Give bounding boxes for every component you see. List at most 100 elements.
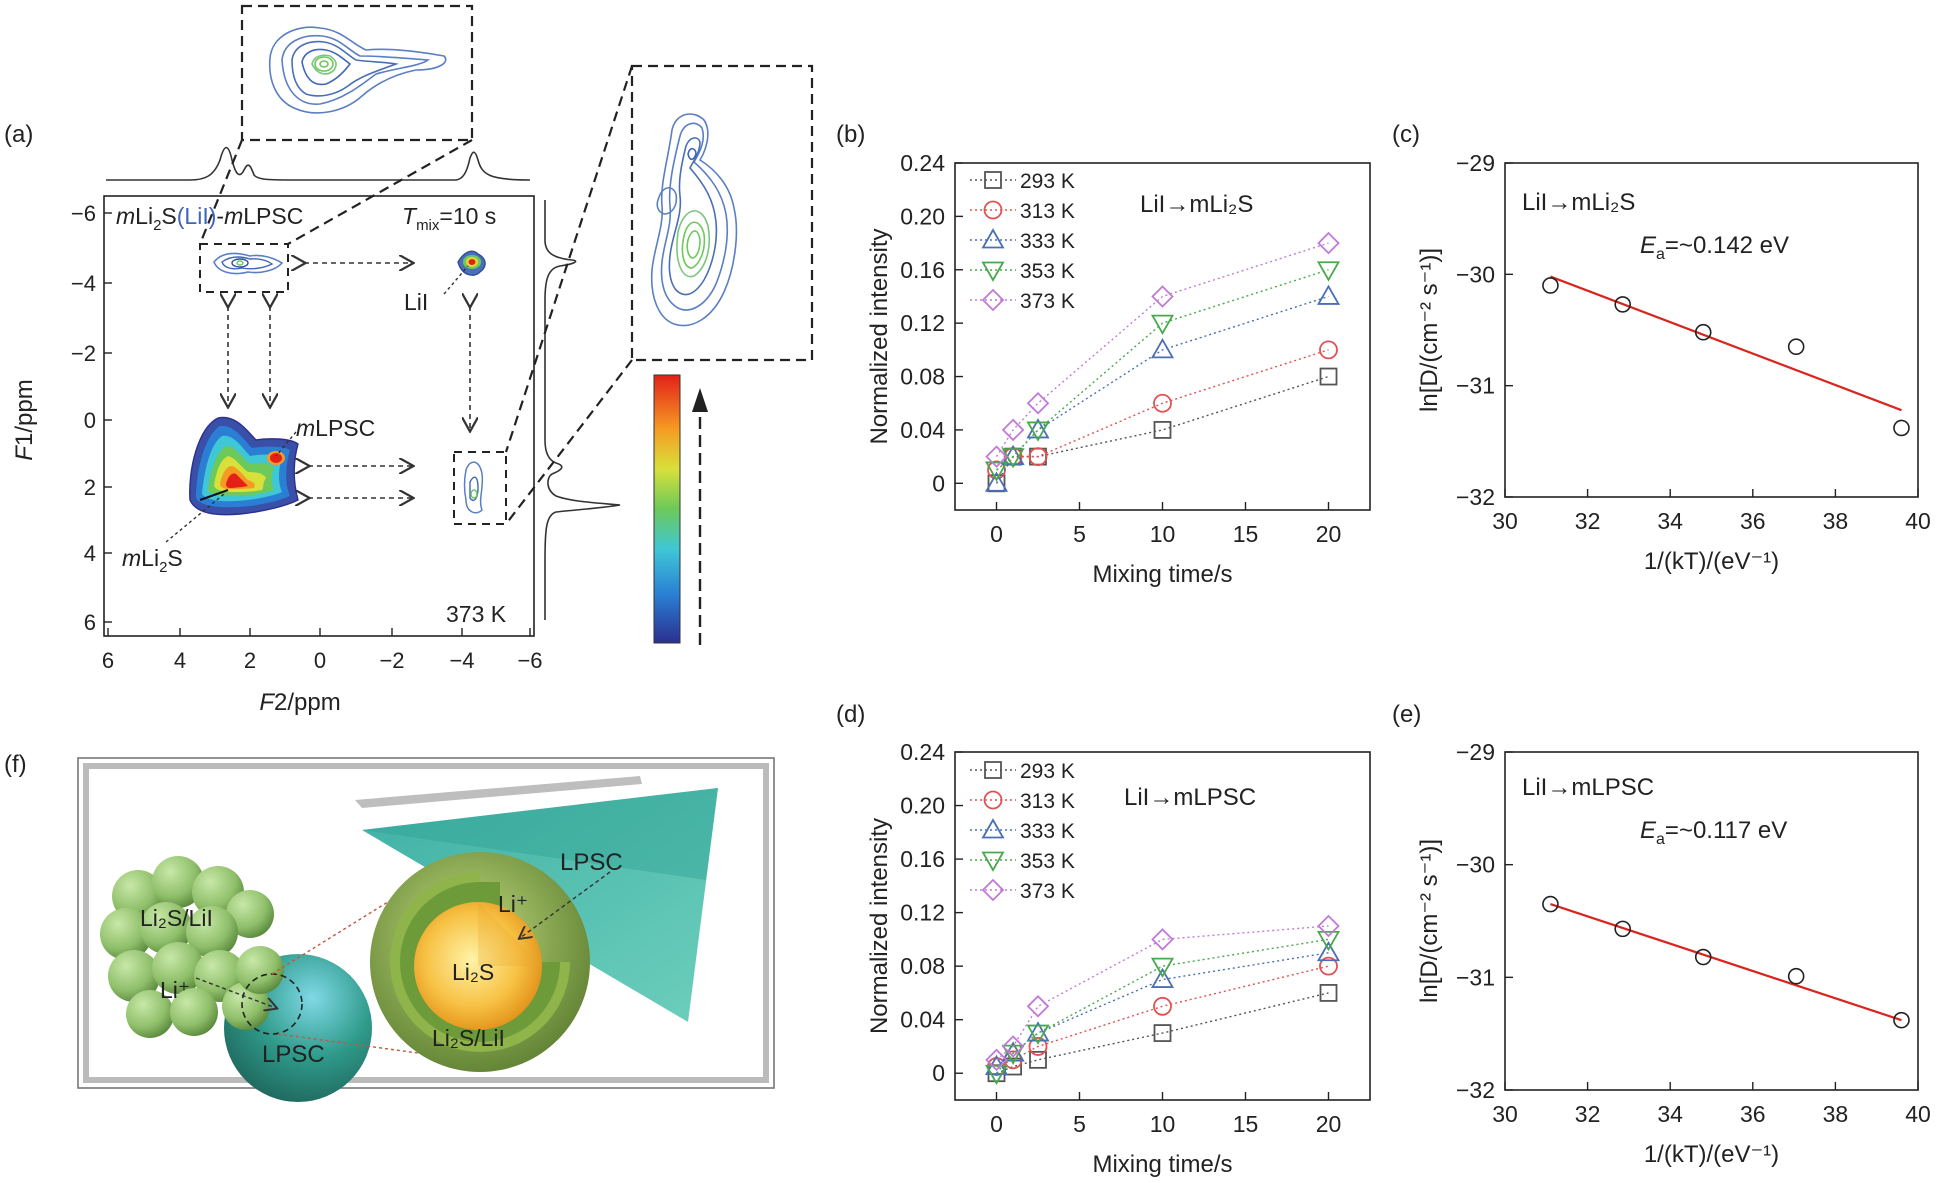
legend-marker — [983, 200, 1003, 220]
y-tick-label: 0.04 — [900, 1007, 945, 1033]
zoom-connector — [505, 359, 633, 525]
panel-a-x-tick: 2 — [244, 648, 256, 673]
y-tick-label: 0.20 — [900, 793, 945, 819]
activation-energy-label: Ea=~0.142 eV — [1640, 232, 1789, 263]
panel-a-plot-frame — [103, 195, 535, 637]
lpsc-particle-label: LPSC — [262, 1041, 325, 1068]
y-tick-label: −30 — [1456, 261, 1495, 287]
chart-c: 30 32 34 36 38 40 −29 −30 −31 −32 1/(kT)/(eV⁻¹) ln[… — [1416, 150, 1931, 575]
legend-label: 293 K — [1020, 760, 1075, 783]
data-point — [1150, 967, 1175, 988]
legend-label: 353 K — [1020, 260, 1075, 283]
data-point — [1317, 914, 1340, 938]
data-point — [1316, 940, 1341, 962]
data-point — [1319, 984, 1338, 1002]
legend-marker — [984, 761, 1002, 779]
y-tick-label: −29 — [1456, 739, 1495, 765]
activation-energy-label: Ea=~0.117 eV — [1640, 817, 1787, 848]
y-tick-label: −30 — [1456, 852, 1495, 878]
li-ion-label-left: Li⁺ — [160, 977, 190, 1003]
li-ion-path-core — [520, 871, 611, 938]
y-tick-label: −32 — [1456, 1077, 1495, 1103]
data-point — [1001, 1035, 1025, 1058]
x-tick-label: 0 — [990, 521, 1003, 547]
data-point — [1150, 338, 1175, 359]
legend-label: 373 K — [1020, 290, 1075, 313]
chart-annotation: LiI→mLi₂S — [1140, 191, 1253, 218]
data-point — [1151, 285, 1174, 308]
legend-marker — [981, 228, 1005, 249]
data-point — [1316, 930, 1341, 952]
label-mli2s: mLi2S — [122, 545, 183, 576]
y-axis-label: Normalized intensity — [866, 818, 893, 1034]
x-tick-label: 38 — [1823, 1101, 1849, 1127]
li2s-lii-cluster — [100, 856, 274, 1038]
exchange-arrows — [228, 263, 470, 498]
series-line-293K — [995, 375, 1329, 484]
data-point — [1316, 284, 1341, 305]
data-point — [1026, 391, 1050, 415]
data-point — [1026, 1024, 1050, 1045]
chart-c-plot-frame — [1504, 162, 1919, 498]
data-point — [1028, 447, 1048, 467]
panel-a: −6 −4 −2 0 2 4 6 6 4 2 0 −2 −4 −6 F2/ppm — [11, 4, 814, 716]
color-scale-bar — [653, 374, 681, 644]
panel-a-y-tick: −4 — [71, 271, 96, 296]
panel-label-f: (f) — [4, 751, 27, 778]
series-line-293K — [996, 992, 1329, 1074]
data-point — [985, 445, 1008, 468]
contour-lii-peak — [457, 250, 486, 276]
data-point — [1150, 957, 1175, 978]
panel-label-b: (b) — [836, 121, 865, 148]
label-lii: LiI — [404, 289, 428, 315]
series-line-373K — [996, 925, 1329, 1061]
data-point — [1319, 340, 1338, 360]
legend-label: 353 K — [1020, 850, 1075, 873]
data-point — [1150, 314, 1175, 335]
y-axis-label: ln[D/(cm⁻² s⁻¹)] — [1416, 839, 1443, 1003]
y-tick-label: 0.16 — [900, 846, 945, 872]
label-mlpsc-leader — [275, 431, 297, 457]
x-tick-label: 38 — [1823, 508, 1849, 534]
x-tick-label: 34 — [1657, 508, 1683, 534]
contour-cross-peak-bottom-right — [463, 461, 484, 514]
y-tick-label: 0.24 — [900, 739, 945, 765]
y-tick-label: 0.08 — [900, 364, 945, 390]
li-ion-path-left — [195, 977, 276, 1008]
x-tick-label: 30 — [1492, 508, 1518, 534]
y-tick-label: 0.16 — [900, 257, 945, 283]
data-point — [1787, 338, 1805, 356]
data-point — [1542, 895, 1559, 913]
x-tick-label: 20 — [1316, 1111, 1342, 1137]
data-point — [1319, 367, 1338, 386]
y-tick-label: −29 — [1456, 150, 1495, 176]
f1-projection-spectrum — [544, 200, 621, 620]
data-point — [1153, 996, 1172, 1016]
panel-a-y-tick: 2 — [84, 475, 96, 500]
series-line-313K — [996, 349, 1329, 471]
zoom-connector — [287, 139, 473, 245]
data-point — [1893, 1011, 1910, 1029]
legend-marker — [981, 851, 1005, 872]
data-point — [1319, 956, 1338, 976]
x-tick-label: 34 — [1657, 1101, 1683, 1127]
x-axis-label: Mixing time/s — [1092, 561, 1232, 588]
panel-a-y-tick: 6 — [84, 610, 96, 635]
x-tick-label: 5 — [1073, 1111, 1086, 1137]
series-line-333K — [995, 295, 1329, 484]
data-point — [1001, 418, 1025, 442]
chart-b: 0 5 10 15 20 0 0.04 0.08 0.12 0.16 0.20 0.24 Mixing … — [866, 150, 1371, 588]
contour-mli2s-mlpsc-peak — [189, 416, 299, 516]
chart-d: 0 5 10 15 20 0 0.04 0.08 0.12 0.16 0.20 0.24 Mixing … — [866, 739, 1371, 1178]
x-tick-label: 20 — [1316, 521, 1342, 547]
panel-a-x-tick: −6 — [517, 648, 542, 673]
data-point — [1694, 948, 1712, 966]
legend-marker — [983, 790, 1003, 810]
chart-annotation: LiI→mLPSC — [1522, 774, 1654, 801]
data-point — [1614, 296, 1632, 313]
data-point — [1614, 920, 1632, 938]
chart-e: 30 32 34 36 38 40 −29 −30 −31 −32 1/(kT)/(eV⁻¹) ln[… — [1416, 739, 1931, 1168]
panel-a-mixing-time: Tmix=10 s — [402, 203, 496, 234]
panel-a-x-tick: 4 — [174, 648, 186, 673]
data-point — [1694, 323, 1712, 341]
